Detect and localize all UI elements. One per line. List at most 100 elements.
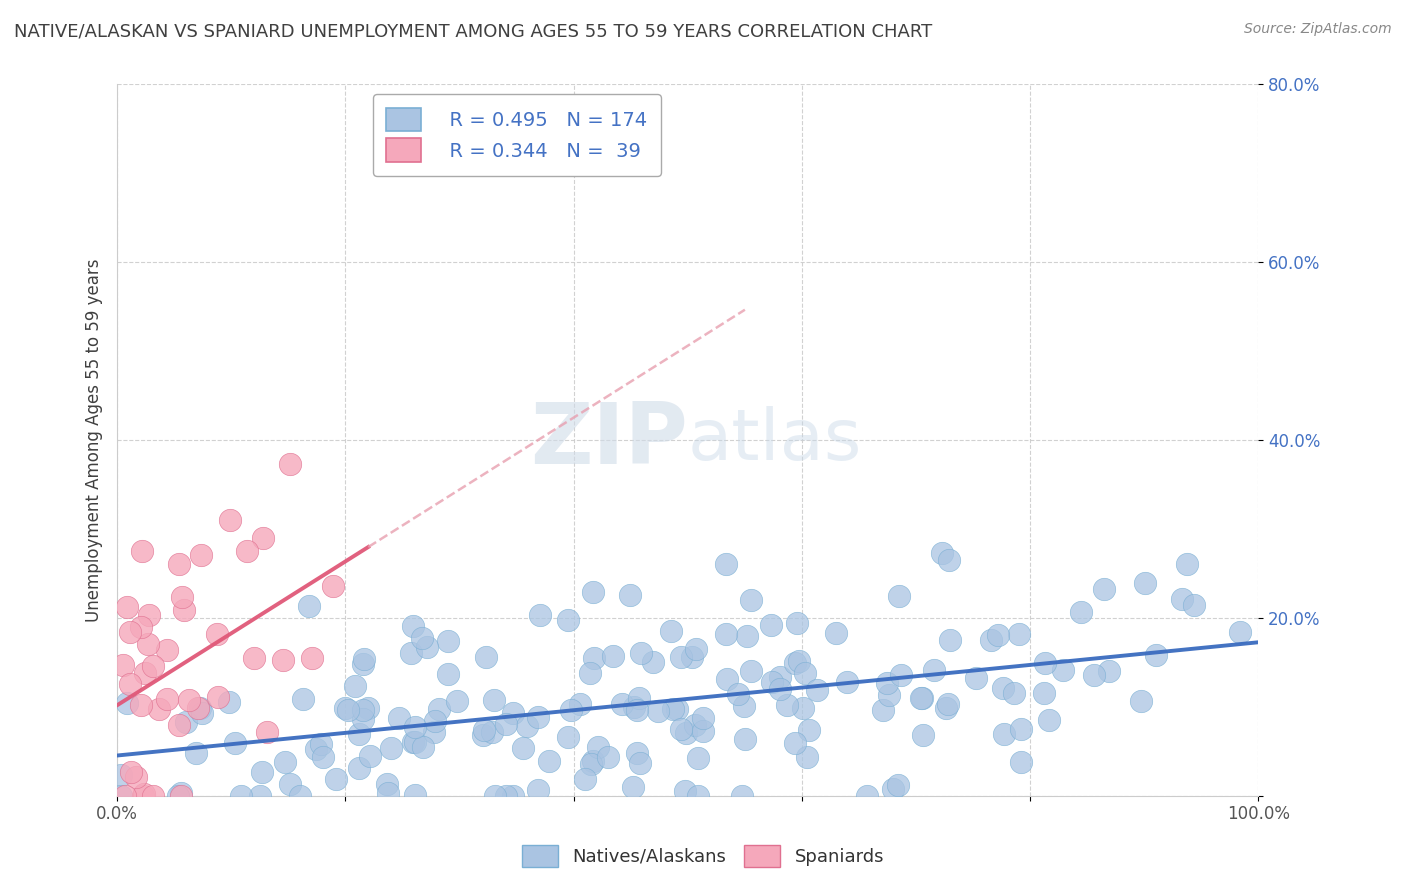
Point	[134, 787, 156, 801]
Point	[965, 671, 987, 685]
Point	[495, 716, 517, 731]
Point	[110, 768, 132, 782]
Point	[352, 703, 374, 717]
Point	[1052, 663, 1074, 677]
Point	[602, 648, 624, 663]
Point	[359, 748, 381, 763]
Point	[111, 658, 134, 673]
Point	[627, 690, 650, 705]
Point	[115, 600, 138, 615]
Point	[288, 789, 311, 803]
Point	[252, 765, 274, 780]
Point	[912, 728, 935, 742]
Point	[740, 592, 762, 607]
Point	[333, 700, 356, 714]
Point	[347, 727, 370, 741]
Point	[484, 789, 506, 803]
Point	[132, 789, 155, 803]
Point	[686, 789, 709, 803]
Point	[401, 735, 423, 749]
Point	[120, 764, 142, 779]
Point	[797, 723, 820, 737]
Point	[716, 672, 738, 686]
Point	[169, 786, 191, 800]
Point	[692, 723, 714, 738]
Point	[312, 749, 335, 764]
Point	[665, 702, 688, 716]
Point	[134, 666, 156, 681]
Point	[117, 696, 139, 710]
Point	[1010, 723, 1032, 737]
Point	[176, 715, 198, 730]
Point	[173, 602, 195, 616]
Point	[114, 789, 136, 803]
Point	[142, 658, 165, 673]
Point	[412, 739, 434, 754]
Point	[623, 700, 645, 714]
Point	[769, 681, 792, 696]
Point	[138, 608, 160, 623]
Point	[887, 778, 910, 792]
Point	[688, 750, 710, 764]
Point	[322, 579, 344, 593]
Point	[628, 756, 651, 770]
Point	[692, 711, 714, 725]
Point	[731, 789, 754, 803]
Point	[529, 608, 551, 623]
Point	[630, 646, 652, 660]
Point	[911, 690, 934, 705]
Point	[472, 728, 495, 742]
Point	[167, 789, 190, 803]
Point	[125, 771, 148, 785]
Point	[474, 650, 496, 665]
Point	[131, 544, 153, 558]
Point	[411, 631, 433, 645]
Point	[191, 706, 214, 720]
Point	[785, 736, 807, 750]
Point	[207, 690, 229, 704]
Point	[993, 727, 1015, 741]
Point	[792, 701, 814, 715]
Point	[352, 657, 374, 672]
Point	[619, 589, 641, 603]
Point	[557, 613, 579, 627]
Y-axis label: Unemployment Among Ages 55 to 59 years: Unemployment Among Ages 55 to 59 years	[86, 259, 103, 622]
Point	[733, 698, 755, 713]
Point	[582, 651, 605, 665]
Point	[446, 694, 468, 708]
Point	[110, 789, 132, 803]
Point	[626, 746, 648, 760]
Point	[186, 701, 208, 715]
Point	[357, 701, 380, 715]
Point	[427, 702, 450, 716]
Point	[1038, 713, 1060, 727]
Point	[301, 650, 323, 665]
Point	[404, 788, 426, 802]
Point	[610, 698, 633, 712]
Point	[1129, 694, 1152, 708]
Point	[1033, 656, 1056, 670]
Point	[1092, 582, 1115, 596]
Point	[681, 649, 703, 664]
Point	[673, 783, 696, 797]
Point	[740, 664, 762, 678]
Point	[131, 620, 153, 634]
Point	[118, 624, 141, 639]
Point	[252, 531, 274, 545]
Point	[1229, 625, 1251, 640]
Point	[825, 626, 848, 640]
Point	[669, 649, 692, 664]
Point	[761, 675, 783, 690]
Point	[404, 735, 426, 749]
Point	[675, 726, 697, 740]
Point	[235, 543, 257, 558]
Point	[598, 749, 620, 764]
Point	[472, 723, 495, 737]
Point	[806, 683, 828, 698]
Point	[1008, 626, 1031, 640]
Point	[278, 777, 301, 791]
Point	[1182, 598, 1205, 612]
Point	[626, 703, 648, 717]
Point	[1144, 648, 1167, 662]
Point	[325, 772, 347, 786]
